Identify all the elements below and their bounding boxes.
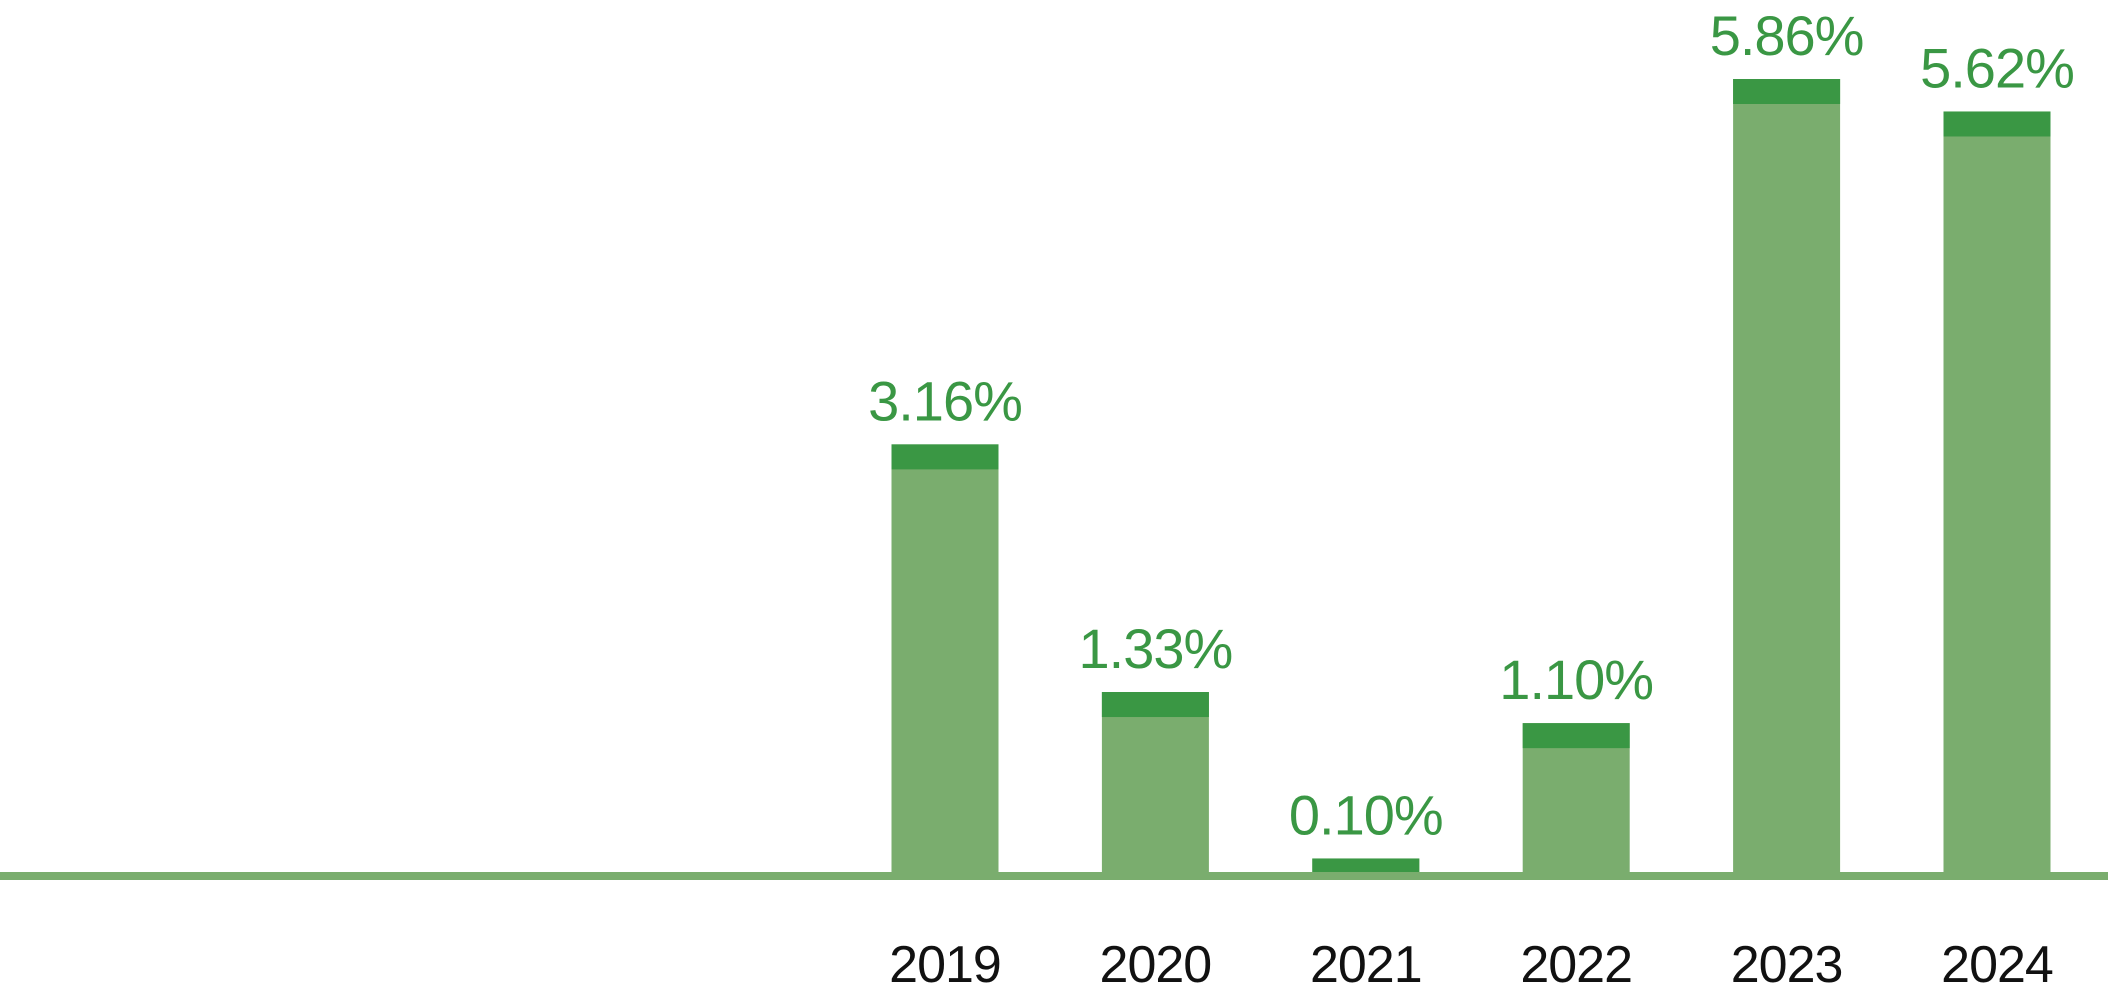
data-label-2022: 1.10%: [1499, 648, 1653, 711]
data-label-2023: 5.86%: [1710, 4, 1864, 67]
bar-cap: [1943, 111, 2051, 137]
bar-cap: [891, 444, 999, 470]
bar-cap: [1733, 79, 1841, 104]
x-tick-label-2024: 2024: [1941, 936, 2053, 992]
bar-2022: [1522, 723, 1630, 872]
data-label-2019: 3.16%: [868, 369, 1022, 432]
bar-2021: [1312, 858, 1420, 872]
bars-layer: [891, 79, 2051, 873]
bar-2019: [891, 444, 999, 872]
bar-2020: [1101, 692, 1209, 872]
x-tick-label-2021: 2021: [1310, 936, 1422, 992]
bar-cap: [1101, 692, 1209, 718]
x-tick-label-2019: 2019: [889, 936, 1001, 992]
bar-cap: [1522, 723, 1630, 749]
data-label-2024: 5.62%: [1920, 36, 2074, 99]
value-labels-layer: 3.16% 1.33% 0.10% 1.10% 5.86% 5.62%: [868, 4, 2075, 846]
bar-body: [1733, 79, 1841, 872]
bar-body: [1943, 111, 2051, 873]
bar-2023: [1733, 79, 1841, 872]
bar-body: [891, 444, 999, 872]
bar-cap: [1312, 858, 1420, 872]
x-tick-labels-layer: 2019 2020 2021 2022 2023 2024: [889, 936, 2054, 992]
data-label-2020: 1.33%: [1079, 617, 1233, 680]
data-label-2021: 0.10%: [1289, 783, 1443, 846]
x-tick-label-2023: 2023: [1731, 936, 1843, 992]
bar-body: [1101, 692, 1209, 872]
x-tick-label-2022: 2022: [1520, 936, 1632, 992]
bar-2024: [1943, 111, 2051, 873]
x-tick-label-2020: 2020: [1100, 936, 1212, 992]
